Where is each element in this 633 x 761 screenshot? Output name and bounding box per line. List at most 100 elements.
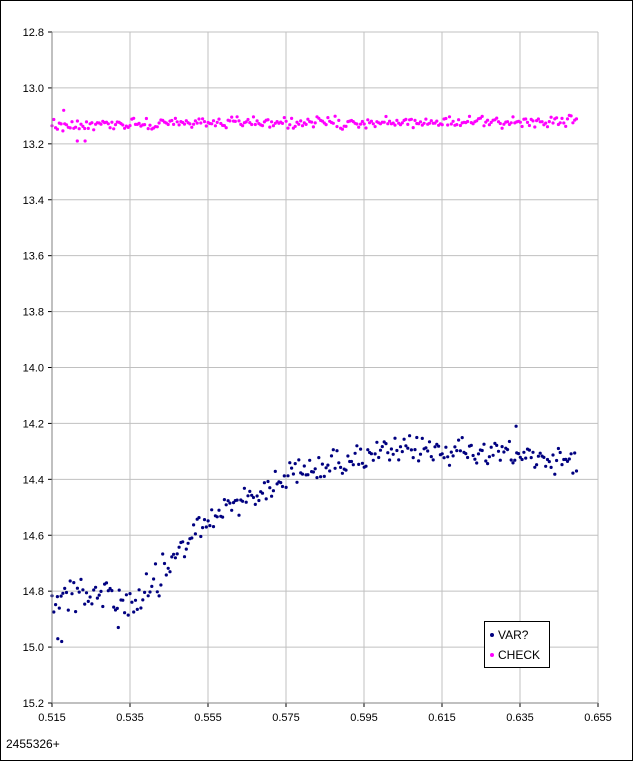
data-point — [320, 462, 324, 466]
data-point — [288, 461, 292, 465]
data-point — [193, 119, 197, 123]
data-point — [544, 121, 548, 125]
data-point — [380, 445, 384, 449]
data-point — [339, 465, 343, 469]
data-point — [344, 124, 348, 128]
data-point — [275, 482, 279, 486]
data-point — [280, 121, 285, 125]
data-point — [143, 123, 147, 127]
data-point — [487, 123, 491, 127]
data-point — [55, 595, 60, 599]
data-point — [520, 457, 524, 462]
data-point — [210, 122, 214, 126]
data-point — [353, 451, 357, 455]
data-point — [426, 449, 430, 453]
data-point — [83, 139, 87, 143]
data-point — [282, 116, 286, 120]
data-point — [273, 469, 277, 473]
data-point — [68, 126, 72, 130]
data-point — [228, 119, 232, 123]
data-point — [366, 118, 370, 122]
data-point — [331, 121, 335, 125]
data-point — [536, 454, 541, 458]
data-point — [64, 590, 69, 595]
data-point — [260, 491, 265, 495]
data-point — [291, 472, 295, 476]
data-point — [195, 121, 199, 125]
data-point — [157, 594, 161, 598]
data-point — [152, 577, 156, 581]
data-point — [413, 448, 417, 452]
axes — [48, 31, 599, 707]
data-point — [121, 123, 125, 127]
data-point — [280, 484, 285, 489]
data-point — [366, 448, 370, 452]
data-point — [251, 495, 256, 500]
data-point — [61, 129, 65, 133]
data-point — [150, 584, 154, 589]
data-point — [197, 516, 201, 520]
data-point — [514, 424, 518, 428]
data-point — [364, 464, 368, 468]
data-point — [144, 572, 148, 576]
data-point — [382, 120, 386, 124]
data-point — [75, 586, 79, 590]
data-point — [90, 602, 94, 606]
data-point — [340, 471, 344, 475]
data-point — [290, 116, 294, 120]
data-point — [306, 117, 310, 121]
data-point — [319, 475, 323, 479]
data-point — [418, 452, 423, 456]
data-point — [99, 589, 103, 594]
data-point — [75, 119, 79, 123]
data-point — [547, 120, 551, 124]
data-point — [173, 556, 177, 560]
data-point — [562, 121, 566, 125]
data-point — [313, 121, 317, 125]
data-point — [97, 593, 101, 597]
data-point — [360, 119, 364, 124]
data-point — [159, 583, 163, 587]
data-point — [400, 450, 404, 454]
y-tick-label: 13.2 — [23, 139, 44, 151]
data-point — [213, 124, 217, 128]
data-point — [255, 494, 259, 498]
data-point — [466, 455, 470, 460]
data-point — [453, 445, 457, 449]
data-point — [79, 577, 83, 582]
data-point — [192, 122, 196, 126]
data-point — [564, 124, 568, 128]
data-point — [446, 123, 450, 127]
data-point — [433, 445, 437, 449]
data-point — [95, 596, 99, 600]
data-point — [422, 121, 426, 125]
y-tick-label: 15.2 — [23, 698, 44, 710]
data-point — [264, 497, 268, 501]
data-point — [355, 122, 359, 126]
data-point — [173, 116, 177, 120]
data-point — [81, 124, 85, 128]
data-point — [226, 499, 230, 503]
data-point — [121, 598, 125, 602]
data-point — [237, 119, 241, 123]
data-point — [569, 114, 573, 118]
data-point — [253, 502, 257, 506]
data-point — [322, 474, 326, 478]
series-var — [50, 424, 579, 644]
data-point — [335, 125, 339, 129]
data-point — [255, 119, 259, 123]
data-point — [520, 124, 524, 129]
data-point — [535, 463, 539, 467]
data-point — [487, 455, 491, 459]
y-tick-label: 13.4 — [23, 195, 44, 207]
data-point — [538, 451, 542, 455]
data-point — [204, 525, 208, 529]
data-point — [513, 458, 517, 462]
data-point — [99, 122, 103, 126]
data-point — [155, 125, 159, 129]
data-point — [83, 602, 87, 606]
data-point — [545, 125, 550, 129]
data-point — [359, 122, 363, 126]
data-point — [544, 464, 548, 468]
